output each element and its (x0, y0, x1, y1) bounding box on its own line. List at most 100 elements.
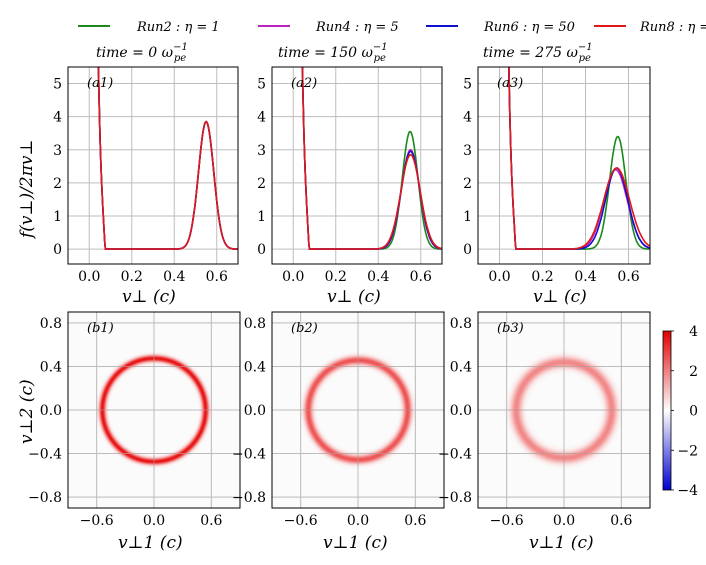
x-tick-label: 0.2 (121, 269, 143, 285)
y-tick-label: 3 (53, 143, 62, 159)
x-tick-label: 0.6 (610, 513, 632, 529)
y-tick-label: −0.8 (438, 490, 472, 506)
y-tick-label: 3 (463, 143, 472, 159)
curves (508, 67, 650, 250)
y-tick-label: −0.8 (232, 490, 266, 506)
bottom-panel-3: −0.6 0.0 0.6 0.8 0.4 0.0 −0.4 −0.8 (b3) (438, 311, 651, 529)
y-tick-label: −0.8 (28, 490, 62, 506)
y-tick-label: −0.4 (438, 447, 472, 463)
colorbar-tick-label: 0 (689, 404, 698, 420)
legend: Run2 : η = 1 Run4 : η = 5 Run6 : η = 50 … (78, 20, 706, 35)
top-xlabel-3: v⊥ (c) (533, 287, 587, 307)
x-tick-label: 0.4 (163, 269, 185, 285)
colorbar-tick-label: −4 (677, 483, 698, 499)
panel-tag: (a3) (497, 76, 523, 91)
x-tick-label: 0.4 (574, 269, 596, 285)
axes-frame (271, 311, 445, 509)
y-tick-label: 2 (53, 176, 62, 192)
panel-tag: (b2) (291, 321, 318, 336)
y-tick-label: 2 (257, 176, 266, 192)
x-tick-label: 0.0 (488, 269, 510, 285)
panel-title-a3: time = 275 ω−1 pe (483, 42, 593, 64)
x-tick-label: −0.6 (80, 513, 114, 529)
colorbar-tick-label: 2 (689, 364, 698, 380)
x-tick-label: 0.6 (206, 269, 228, 285)
legend-label-run8: Run8 : η = 200 (639, 20, 706, 35)
legend-label-run4: Run4 : η = 5 (315, 20, 399, 35)
panel-tag: (b1) (87, 321, 114, 336)
colorbar: 4 2 0 −2 −4 (662, 324, 698, 499)
bottom-xlabel-3: v⊥1 (c) (529, 533, 594, 553)
curve-run8 (301, 67, 442, 250)
x-tick-label: 0.0 (143, 513, 165, 529)
y-tick-label: 0.4 (450, 359, 472, 375)
y-tick-label: 0.4 (40, 359, 62, 375)
curve-run8 (97, 67, 238, 250)
x-tick-label: 0.2 (325, 269, 347, 285)
y-tick-label: 5 (463, 77, 472, 93)
y-tick-label: 1 (463, 209, 472, 225)
bottom-panel-2: −0.6 0.0 0.6 0.8 0.4 0.0 −0.4 −0.8 (b2) (232, 311, 445, 529)
axes-frame (271, 66, 443, 265)
y-tick-label: 2 (463, 176, 472, 192)
axes-frame (477, 66, 651, 265)
bottom-plots: −0.6 0.0 0.6 0.8 0.4 0.0 −0.4 −0.8 (b1) −0.6 0.0 0.… (28, 311, 651, 529)
colorbar-tick-label: −2 (677, 443, 698, 459)
y-tick-label: 0.0 (40, 403, 62, 419)
y-tick-label: 5 (257, 77, 266, 93)
x-tick-label: 0.4 (367, 269, 389, 285)
y-tick-label: 1 (257, 209, 266, 225)
x-tick-label: −0.6 (284, 513, 318, 529)
y-tick-label: 0.8 (40, 316, 62, 332)
curve-run8 (508, 67, 650, 250)
x-tick-label: 0.2 (531, 269, 553, 285)
axes-frame (67, 66, 239, 265)
panel-title-a2: time = 150 ω−1 pe (278, 42, 388, 64)
bottom-ylabel: v⊥2 (c) (17, 379, 37, 444)
axes-frame (477, 311, 651, 509)
legend-label-run2: Run2 : η = 1 (136, 20, 220, 35)
x-tick-label: 0.6 (404, 513, 426, 529)
y-tick-label: −0.4 (232, 447, 266, 463)
x-tick-label: 0.0 (553, 513, 575, 529)
colorbar-tick-label: 4 (689, 324, 698, 340)
top-panel-1: 0.0 0.2 0.4 0.6 0 1 2 3 4 5 (a1) (53, 66, 239, 285)
y-tick-label: −0.4 (28, 447, 62, 463)
x-tick-label: 0.0 (347, 513, 369, 529)
x-tick-label: 0.0 (282, 269, 304, 285)
curves (97, 67, 238, 250)
y-tick-label: 4 (463, 110, 472, 126)
y-tick-label: 0.0 (450, 403, 472, 419)
bottom-xlabel-1: v⊥1 (c) (118, 533, 183, 553)
y-tick-label: 0 (463, 242, 472, 258)
top-xlabel-2: v⊥ (c) (327, 287, 381, 307)
y-tick-label: 4 (53, 110, 62, 126)
panel-title-a1: time = 0 ω−1 pe (96, 42, 188, 64)
y-tick-label: 4 (257, 110, 266, 126)
y-tick-label: 0 (257, 242, 266, 258)
y-tick-label: 0.4 (244, 359, 266, 375)
top-panel-2: 0.0 0.2 0.4 0.6 0 1 2 3 4 5 (a2) (257, 66, 443, 285)
curves (301, 67, 442, 250)
top-panel-3: 0.0 0.2 0.4 0.6 0 1 2 3 4 5 (a3) (463, 66, 651, 285)
x-tick-label: 0.6 (200, 513, 222, 529)
legend-label-run6: Run6 : η = 50 (483, 20, 575, 35)
top-plots: 0.0 0.2 0.4 0.6 0 1 2 3 4 5 (a1) 0.0 0.2 0.4 0.6 0 1 2 3 4 5… (53, 66, 651, 285)
panel-tag: (a1) (87, 76, 113, 91)
panel-tag: (a2) (291, 76, 317, 91)
y-tick-label: 0 (53, 242, 62, 258)
x-tick-label: 0.6 (617, 269, 639, 285)
x-tick-label: −0.6 (490, 513, 524, 529)
bottom-xlabel-2: v⊥1 (c) (323, 533, 388, 553)
y-tick-label: 1 (53, 209, 62, 225)
x-tick-label: 0.6 (410, 269, 432, 285)
top-xlabel-1: v⊥ (c) (122, 287, 176, 307)
y-tick-label: 5 (53, 77, 62, 93)
axes-frame (67, 311, 241, 509)
colorbar-gradient (662, 330, 672, 491)
y-tick-label: 0.8 (244, 316, 266, 332)
y-tick-label: 0.0 (244, 403, 266, 419)
bottom-panel-1: −0.6 0.0 0.6 0.8 0.4 0.0 −0.4 −0.8 (b1) (28, 311, 241, 529)
y-tick-label: 3 (257, 143, 266, 159)
